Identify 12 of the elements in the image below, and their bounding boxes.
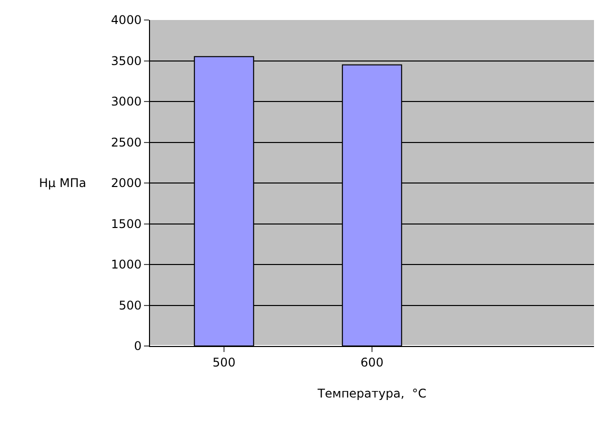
y-tick-label: 0 <box>134 339 142 354</box>
y-tick-label: 2000 <box>111 176 142 190</box>
y-tick-label: 500 <box>118 298 142 312</box>
x-axis-title: Температура, °C <box>316 386 426 400</box>
y-axis-title: Hμ MПa <box>39 176 86 190</box>
y-tick-label: 3000 <box>111 94 142 109</box>
y-tick-label: 2500 <box>111 135 142 150</box>
y-tick-label: 3500 <box>111 54 142 68</box>
y-tick-label: 1000 <box>111 258 142 272</box>
y-tick-label: 4000 <box>111 13 142 28</box>
y-tick-label: 1500 <box>111 216 142 231</box>
x-tick-label: 600 <box>360 355 384 370</box>
